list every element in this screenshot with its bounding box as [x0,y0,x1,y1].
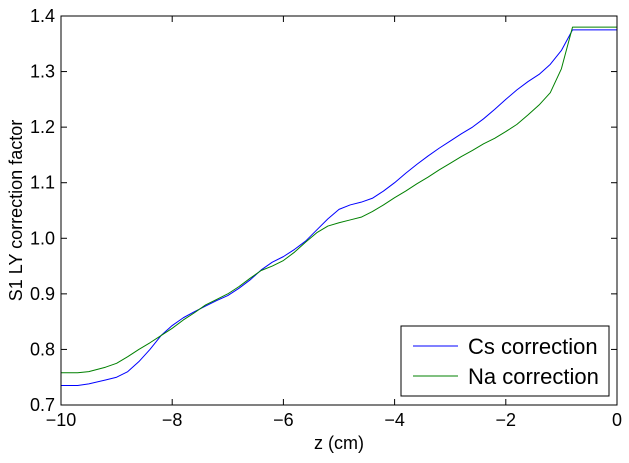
x-axis-label: z (cm) [314,433,364,453]
series-line-na-correction [61,26,617,374]
y-tick-label: 0.8 [30,339,55,359]
series-line-cs-correction [61,29,617,387]
y-tick-label: 1.1 [30,173,55,193]
legend-label-cs-correction: Cs correction [468,334,598,359]
x-tick-label: −6 [273,410,294,430]
y-tick-label: 1.0 [30,228,55,248]
y-tick-label: 0.9 [30,284,55,304]
y-tick-label: 1.3 [30,62,55,82]
x-tick-label: 0 [612,410,622,430]
y-axis-label: S1 LY correction factor [6,120,26,301]
x-tick-label: −4 [384,410,405,430]
x-tick-label: −10 [46,410,77,430]
ticks-layer: −10 −8 −6 −4 −2 0 0.7 0.8 0.9 1.0 1.1 1.2 1.3 1.4 [30,6,622,430]
y-tick-label: 1.4 [30,6,55,26]
plot-area-frame [60,15,618,406]
y-tick-label: 0.7 [30,395,55,415]
legend: Cs correction Na correction [400,325,610,397]
legend-label-na-correction: Na correction [468,364,599,389]
series-layer [61,26,617,387]
y-tick-label: 1.2 [30,117,55,137]
x-tick-label: −8 [162,410,183,430]
x-tick-label: −2 [496,410,517,430]
legend-box [400,325,610,397]
